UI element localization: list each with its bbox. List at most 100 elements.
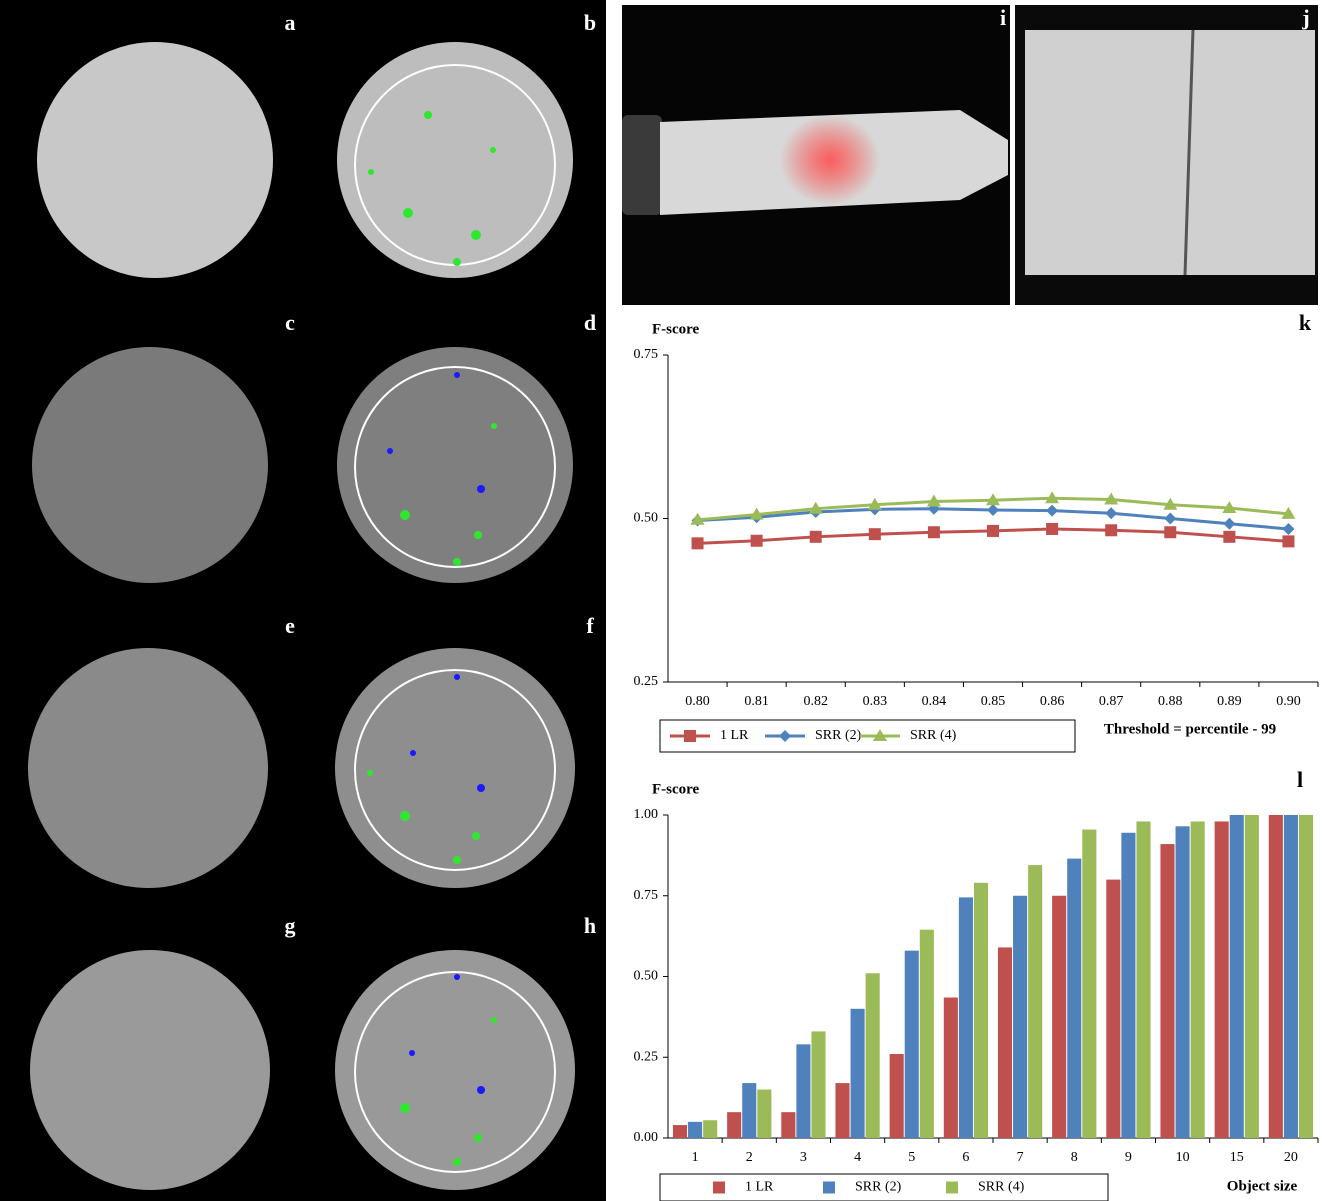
sample-disc [337, 347, 573, 583]
legend-label: SRR (4) [978, 1180, 1025, 1195]
detections-blue [387, 372, 485, 1094]
bar [1283, 815, 1298, 1138]
marker [986, 493, 1000, 506]
y-axis-title: F-score [652, 781, 700, 797]
marker [1104, 492, 1119, 505]
x-tick-label: 0.83 [863, 694, 888, 709]
bar [796, 1044, 811, 1138]
bar [1082, 829, 1097, 1138]
bar [904, 950, 919, 1138]
bar [919, 929, 934, 1138]
sample-disc [28, 648, 268, 888]
bar [997, 947, 1013, 1138]
sample-disc [335, 950, 575, 1190]
marker [1282, 535, 1295, 548]
panel-label: a [285, 10, 296, 35]
x-tick-label: 7 [1017, 1150, 1024, 1165]
bar [727, 1112, 742, 1138]
bar [1121, 832, 1136, 1138]
x-tick-label: 2 [746, 1150, 753, 1165]
x-tick-label: 0.85 [981, 694, 1006, 709]
y-axis-title: F-score [652, 321, 700, 337]
legend-marker [779, 730, 791, 742]
legend-marker [684, 730, 696, 742]
bar [703, 1120, 718, 1138]
marker [691, 537, 704, 550]
x-tick-label: 0.80 [685, 694, 710, 709]
bar [865, 973, 880, 1138]
x-axis-title: Threshold = percentile - 99 [1104, 721, 1276, 737]
y-tick-label: 0.00 [634, 1130, 659, 1145]
bar [1244, 815, 1259, 1138]
legend-swatch [823, 1181, 835, 1194]
marker [1105, 524, 1118, 537]
marker [808, 501, 823, 514]
legend-label: SRR (4) [910, 728, 957, 743]
sample-disc [335, 648, 575, 888]
marker [867, 497, 882, 510]
bar [850, 1008, 865, 1138]
panel-label: c [285, 310, 295, 335]
marker [690, 512, 705, 525]
y-tick-label: 0.75 [634, 888, 659, 903]
x-tick-label: 0.87 [1099, 694, 1124, 709]
panel-label: g [285, 913, 296, 938]
x-axis-title: Object size [1227, 1178, 1298, 1194]
bar [835, 1083, 850, 1138]
legend-label: 1 LR [720, 728, 749, 743]
legend-label: 1 LR [745, 1180, 774, 1195]
bar [757, 1089, 772, 1138]
bar [1190, 821, 1205, 1138]
panel-label: i [1000, 5, 1006, 30]
marker [926, 494, 941, 507]
bar [688, 1121, 703, 1138]
marker [1223, 530, 1236, 543]
bar [1214, 821, 1229, 1138]
y-tick-label: 1.00 [634, 807, 659, 822]
marker [1223, 517, 1236, 530]
detections [367, 111, 497, 1166]
bar [1136, 821, 1151, 1138]
x-tick-label: 0.88 [1158, 694, 1183, 709]
marker [1046, 504, 1059, 517]
bar [973, 882, 989, 1138]
panel-label: k [1299, 310, 1312, 335]
panel-label: h [584, 913, 596, 938]
panel-label: f [586, 613, 594, 638]
legend-box [659, 1173, 1109, 1201]
sample-disc [37, 42, 273, 278]
marker [750, 534, 763, 547]
marker [1046, 522, 1059, 535]
marker [1164, 526, 1177, 539]
x-tick-label: 0.90 [1276, 694, 1301, 709]
panel-images [28, 42, 575, 1190]
panel-label: d [584, 310, 596, 335]
marker [1222, 501, 1237, 514]
x-tick-label: 10 [1176, 1150, 1190, 1165]
roi-circle [354, 366, 556, 568]
bar [1028, 865, 1043, 1138]
x-tick-label: 1 [692, 1150, 699, 1165]
y-tick-label: 0.50 [634, 969, 659, 984]
marker [749, 507, 764, 520]
seam [1183, 29, 1195, 276]
bar [672, 1125, 688, 1138]
marker [868, 528, 881, 541]
x-tick-label: 8 [1071, 1150, 1078, 1165]
x-tick-label: 4 [854, 1150, 861, 1165]
marker [1164, 512, 1177, 525]
surface [1025, 30, 1315, 275]
bar [811, 1031, 826, 1138]
y-tick-label: 0.25 [634, 1049, 659, 1064]
marker [987, 524, 999, 537]
x-tick-label: 0.86 [1040, 694, 1065, 709]
sample-disc [32, 347, 268, 583]
x-tick-label: 20 [1284, 1150, 1298, 1165]
bar [742, 1083, 757, 1138]
marker [1281, 506, 1296, 519]
y-tick-label: 0.75 [634, 347, 659, 362]
marker [1105, 507, 1118, 520]
x-tick-label: 5 [908, 1150, 915, 1165]
bar [889, 1054, 904, 1138]
